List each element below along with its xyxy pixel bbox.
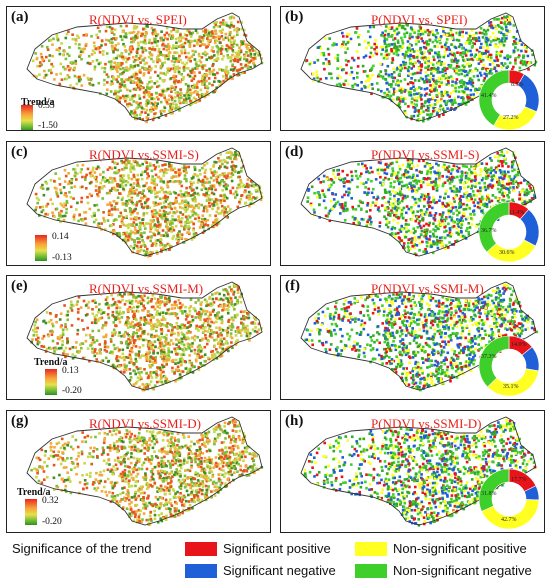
colorbar-title: Trend/a [17, 487, 51, 498]
donut-slice-nonsig-neg [478, 69, 510, 127]
donut-label-sig-pos: 8.5% [511, 82, 524, 88]
panel-title: R(NDVI vs.SSMI-M) [89, 281, 204, 296]
panel-label: (h) [285, 413, 304, 429]
legend-swatch-sig-neg [185, 564, 217, 578]
donut-label-sig-pos: 17.7% [511, 477, 527, 483]
colorbar-title: Trend/a [34, 357, 68, 368]
donut-label-nonsig-neg: 41.4% [481, 93, 497, 99]
donut-slice-nonsig-pos [487, 368, 539, 397]
panel-g: (g) R(NDVI vs.SSMI-D) Trend/a 0.32 -0.20 [6, 410, 271, 533]
legend-title: Significance of the trend [12, 541, 152, 556]
donut-slice-sig-neg [517, 73, 540, 113]
colorbar [45, 369, 57, 395]
trend-map [26, 147, 264, 258]
legend-label: Significant negative [223, 563, 336, 578]
panel-c: (c) R(NDVI vs.SSMI-S) 0.14 -0.13 [6, 141, 271, 266]
donut-label-nonsig-neg: 31.8% [481, 491, 497, 497]
panel-e: (e) R(NDVI vs.SSMI-M) Trend/a 0.13 -0.20 [6, 275, 271, 400]
significance-donut [478, 335, 540, 397]
colorbar-max: 0.13 [62, 366, 79, 376]
donut-label-sig-pos: 14.0% [511, 342, 527, 348]
panel-h: (h) P(NDVI vs.SSMI-D) 17.7% 42.7% 31.8% [280, 410, 545, 533]
significance-map [300, 147, 537, 257]
donut-label-nonsig-neg: 37.3% [481, 354, 497, 360]
trend-map [26, 416, 264, 526]
region-outline [26, 12, 263, 122]
donut-label-nonsig-pos: 30.6% [499, 250, 515, 256]
legend-swatch-nonsig-neg [355, 564, 387, 578]
donut-slice-nonsig-neg [478, 335, 510, 388]
panel-title: R(NDVI vs.SSMI-S) [89, 147, 199, 162]
colorbar [21, 105, 33, 130]
colorbar [35, 235, 47, 261]
panel-label: (g) [11, 413, 29, 429]
donut-label-nonsig-pos: 42.7% [501, 517, 517, 523]
colorbar-max: 0.32 [42, 496, 59, 506]
panel-a: (a) R(NDVI vs. SPEI) Trend/a 0.55 -1.50 [6, 6, 271, 131]
colorbar-max: 0.14 [52, 232, 69, 242]
panel-label: (d) [285, 144, 304, 160]
significance-donut [478, 69, 540, 130]
legend-swatch-sig-pos [185, 542, 217, 556]
legend-label: Non-significant positive [393, 541, 527, 556]
panel-d: (d) P(NDVI vs.SSMI-S) 11.4% 30.6% 36.7% [280, 141, 545, 266]
donut-slice-nonsig-neg [478, 468, 510, 512]
colorbar-title: Trend/a [21, 97, 55, 108]
panel-title: R(NDVI vs. SPEI) [89, 12, 187, 27]
colorbar-min: -0.13 [52, 253, 72, 263]
donut-label-nonsig-neg: 36.7% [481, 228, 497, 234]
panel-f: (f) P(NDVI vs.SSMI-M) 14.0% 35.1% 37.3% [280, 275, 545, 400]
colorbar-min: -0.20 [42, 517, 62, 527]
donut-label-nonsig-pos: 27.2% [503, 115, 519, 121]
significance-donut [478, 201, 540, 263]
panel-title: P(NDVI vs.SSMI-D) [371, 416, 482, 431]
legend-label: Significant positive [223, 541, 331, 556]
donut-slice-nonsig-neg [478, 201, 510, 253]
panel-title: R(NDVI vs.SSMI-D) [89, 416, 201, 431]
trend-map [26, 281, 263, 392]
significance-map [300, 12, 538, 123]
colorbar-min: -1.50 [38, 121, 58, 131]
panel-title: P(NDVI vs.SSMI-S) [371, 147, 480, 162]
donut-label-sig-pos: 11.4% [509, 210, 525, 216]
panel-label: (b) [285, 9, 304, 25]
legend-label: Non-significant negative [393, 563, 532, 578]
panel-label: (f) [285, 278, 300, 294]
legend-swatch-nonsig-pos [355, 542, 387, 556]
panel-b: (b) P(NDVI vs. SPEI) 8.5% 27.2% 41.4% [280, 6, 545, 131]
donut-label-nonsig-pos: 35.1% [503, 384, 519, 390]
significance-donut [478, 468, 540, 530]
colorbar-min: -0.20 [62, 386, 82, 396]
trend-map [26, 12, 264, 124]
region-outline [26, 416, 263, 526]
colorbar [25, 499, 37, 525]
panel-label: (a) [11, 9, 29, 25]
panel-title: P(NDVI vs.SSMI-M) [371, 281, 484, 296]
panel-label: (e) [11, 278, 28, 294]
region-outline [26, 281, 263, 391]
significance-legend: Significance of the trend Significant po… [0, 533, 550, 583]
colorbar-max: 0.55 [38, 101, 55, 111]
region-outline [26, 147, 263, 257]
panel-title: P(NDVI vs. SPEI) [371, 12, 468, 27]
panel-label: (c) [11, 144, 28, 160]
